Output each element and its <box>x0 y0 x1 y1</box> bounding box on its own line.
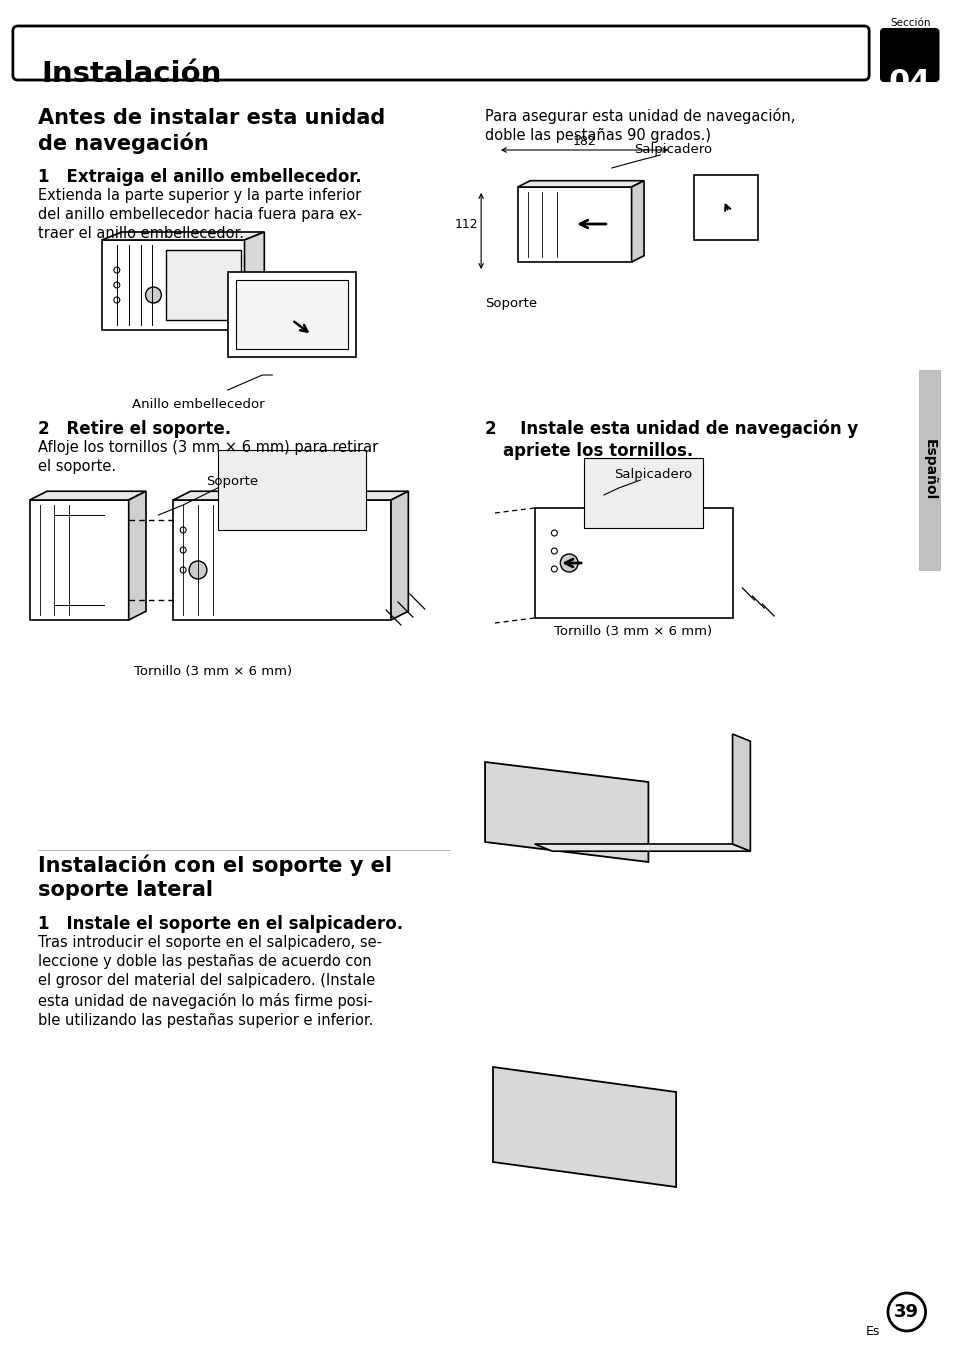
Text: 112: 112 <box>454 218 477 230</box>
Polygon shape <box>173 491 408 500</box>
Text: 04: 04 <box>887 68 930 97</box>
Circle shape <box>113 283 120 288</box>
Circle shape <box>180 548 186 553</box>
Polygon shape <box>493 1067 676 1187</box>
Text: Es: Es <box>865 1325 880 1338</box>
Text: Anillo embellecedor: Anillo embellecedor <box>132 397 264 411</box>
FancyBboxPatch shape <box>217 450 366 530</box>
Text: Soporte: Soporte <box>207 475 258 488</box>
Polygon shape <box>129 491 146 621</box>
Circle shape <box>551 566 557 572</box>
Text: Extienda la parte superior y la parte inferior
del anillo embellecedor hacia fue: Extienda la parte superior y la parte in… <box>37 188 361 242</box>
Text: 2: 2 <box>37 420 50 438</box>
Text: 1: 1 <box>37 168 49 187</box>
Circle shape <box>189 561 207 579</box>
Circle shape <box>146 287 161 303</box>
Circle shape <box>113 266 120 273</box>
Text: Salpicadero: Salpicadero <box>634 143 712 155</box>
Polygon shape <box>102 233 264 241</box>
Text: 39: 39 <box>893 1303 919 1321</box>
FancyBboxPatch shape <box>583 458 702 529</box>
Circle shape <box>559 554 578 572</box>
FancyBboxPatch shape <box>102 241 245 330</box>
Polygon shape <box>534 844 750 852</box>
FancyBboxPatch shape <box>693 174 758 241</box>
Text: 182: 182 <box>572 135 596 147</box>
FancyBboxPatch shape <box>166 250 240 320</box>
Text: Salpicadero: Salpicadero <box>614 468 692 481</box>
Text: Español: Español <box>922 439 936 500</box>
Text: Tras introducir el soporte en el salpicadero, se-
leccione y doble las pestañas : Tras introducir el soporte en el salpica… <box>37 936 381 1028</box>
Text: Instale el soporte en el salpicadero.: Instale el soporte en el salpicadero. <box>55 915 403 933</box>
Polygon shape <box>517 181 643 187</box>
Text: Sección: Sección <box>889 18 930 28</box>
Text: Extraiga el anillo embellecedor.: Extraiga el anillo embellecedor. <box>55 168 362 187</box>
Text: 2: 2 <box>484 420 497 438</box>
Text: Instalación: Instalación <box>42 59 222 88</box>
Text: Soporte: Soporte <box>484 297 537 310</box>
Circle shape <box>180 527 186 533</box>
FancyBboxPatch shape <box>228 272 356 357</box>
FancyBboxPatch shape <box>30 500 129 621</box>
Text: Para asegurar esta unidad de navegación,
doble las pestañas 90 grados.): Para asegurar esta unidad de navegación,… <box>484 108 795 143</box>
FancyBboxPatch shape <box>534 508 732 618</box>
Polygon shape <box>30 491 146 500</box>
FancyBboxPatch shape <box>918 370 940 571</box>
Text: Instalación con el soporte y el
soporte lateral: Instalación con el soporte y el soporte … <box>37 854 392 900</box>
Polygon shape <box>631 181 643 262</box>
FancyBboxPatch shape <box>235 280 348 349</box>
FancyBboxPatch shape <box>12 26 868 80</box>
Text: Retire el soporte.: Retire el soporte. <box>55 420 232 438</box>
Circle shape <box>180 566 186 573</box>
Text: Tornillo (3 mm × 6 mm): Tornillo (3 mm × 6 mm) <box>133 665 292 677</box>
Text: Tornillo (3 mm × 6 mm): Tornillo (3 mm × 6 mm) <box>554 625 712 638</box>
FancyBboxPatch shape <box>173 500 391 621</box>
Circle shape <box>551 530 557 535</box>
Polygon shape <box>391 491 408 621</box>
Text: Antes de instalar esta unidad
de navegación: Antes de instalar esta unidad de navegac… <box>37 108 384 154</box>
FancyBboxPatch shape <box>517 187 631 262</box>
Text: Instale esta unidad de navegación y
apriete los tornillos.: Instale esta unidad de navegación y apri… <box>502 420 858 460</box>
Circle shape <box>113 297 120 303</box>
FancyBboxPatch shape <box>881 28 938 81</box>
Circle shape <box>887 1293 924 1330</box>
Polygon shape <box>244 233 264 330</box>
Polygon shape <box>484 763 648 863</box>
Polygon shape <box>732 734 750 852</box>
Text: 1: 1 <box>37 915 49 933</box>
Circle shape <box>551 548 557 554</box>
Text: Afloje los tornillos (3 mm × 6 mm) para retirar
el soporte.: Afloje los tornillos (3 mm × 6 mm) para … <box>37 439 377 475</box>
